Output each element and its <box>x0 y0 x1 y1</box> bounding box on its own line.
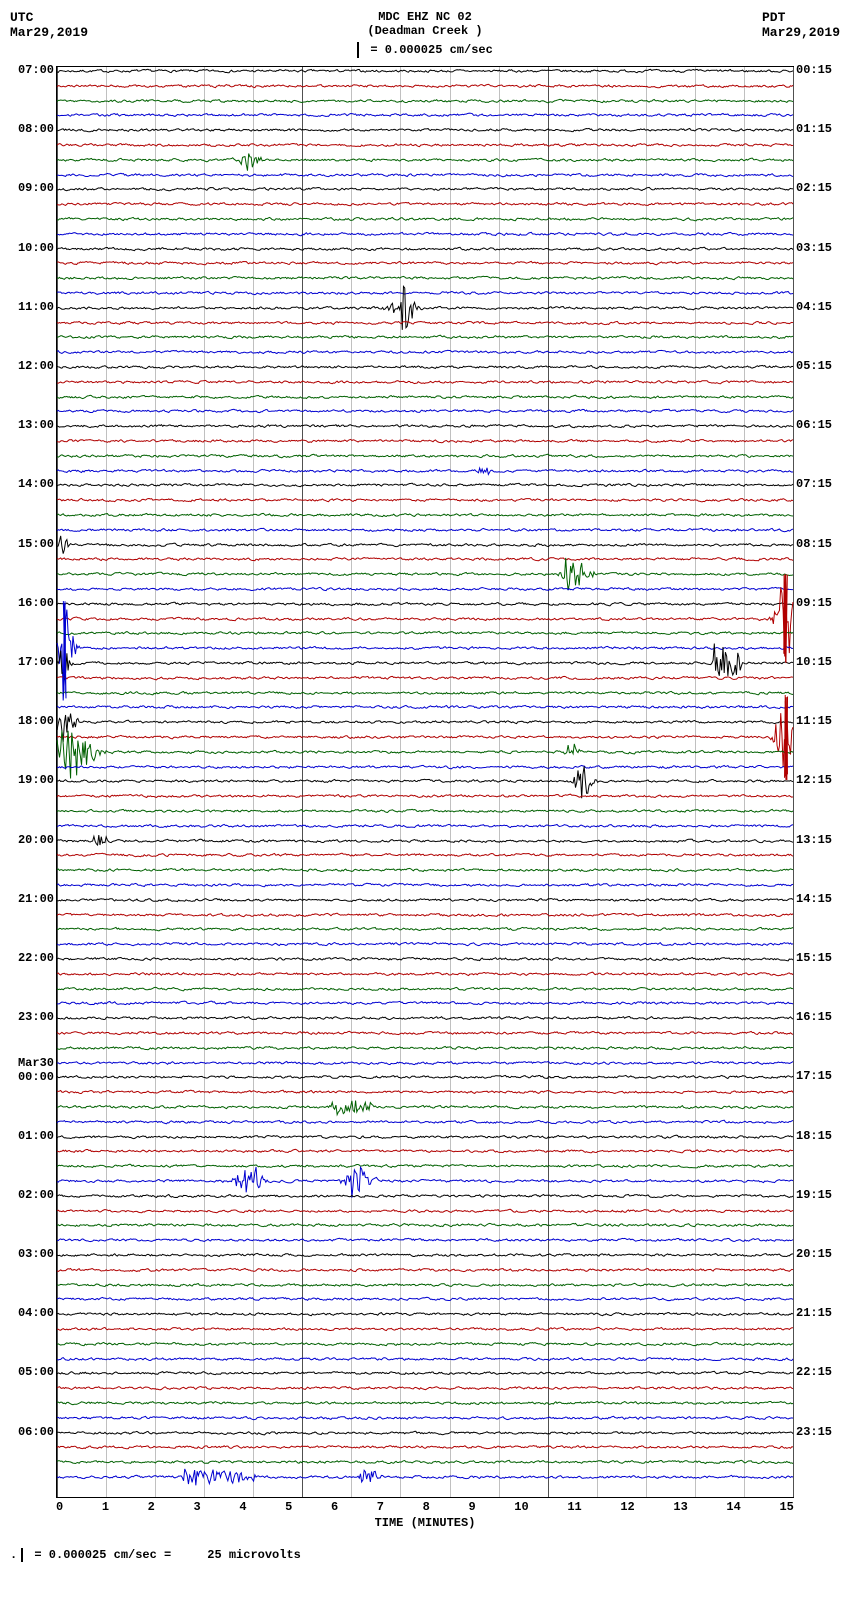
local-time-label: 22:15 <box>796 1365 832 1379</box>
seismic-trace <box>57 1447 793 1507</box>
right-time-axis: 00:15 01:15 02:15 03:15 04:15 05:15 06:15 07:15… <box>794 66 840 1496</box>
utc-time-label: 16:00 <box>18 596 54 610</box>
footer-text-right: 25 microvolts <box>207 1548 301 1562</box>
left-time-axis: 07:00 08:00 09:00 10:00 11:00 12:00 13:00 14:00… <box>10 66 56 1496</box>
utc-time-label: 20:00 <box>18 833 54 847</box>
local-time-label: 03:15 <box>796 241 832 255</box>
seismogram-plot <box>56 66 794 1498</box>
utc-time-label: 18:00 <box>18 714 54 728</box>
local-time-label: 16:15 <box>796 1010 832 1024</box>
utc-time-label: 01:00 <box>18 1129 54 1143</box>
x-axis-title: TIME (MINUTES) <box>10 1516 840 1530</box>
footer-tick-left: . <box>10 1548 17 1562</box>
left-date: Mar29,2019 <box>10 25 88 40</box>
local-time-label: 15:15 <box>796 951 832 965</box>
utc-time-label: 11:00 <box>18 300 54 314</box>
right-date: Mar29,2019 <box>762 25 840 40</box>
footer-text-left: = 0.000025 cm/sec = <box>34 1548 171 1562</box>
utc-time-label: 21:00 <box>18 892 54 906</box>
local-time-label: 05:15 <box>796 359 832 373</box>
local-time-label: 07:15 <box>796 477 832 491</box>
utc-time-label: 17:00 <box>18 655 54 669</box>
utc-time-label: 03:00 <box>18 1247 54 1261</box>
local-time-label: 19:15 <box>796 1188 832 1202</box>
local-time-label: 04:15 <box>796 300 832 314</box>
utc-time-label: 19:00 <box>18 773 54 787</box>
local-time-label: 17:15 <box>796 1069 832 1083</box>
local-time-label: 10:15 <box>796 655 832 669</box>
utc-time-label: 07:00 <box>18 63 54 77</box>
footer-scale: . = 0.000025 cm/sec = 25 microvolts <box>10 1548 840 1562</box>
utc-time-label: 14:00 <box>18 477 54 491</box>
utc-time-label: 06:00 <box>18 1425 54 1439</box>
right-timezone: PDT <box>762 10 840 25</box>
local-time-label: 02:15 <box>796 181 832 195</box>
local-time-label: 13:15 <box>796 833 832 847</box>
utc-time-label: 15:00 <box>18 537 54 551</box>
local-time-label: 00:15 <box>796 63 832 77</box>
local-time-label: 12:15 <box>796 773 832 787</box>
local-time-label: 14:15 <box>796 892 832 906</box>
local-time-label: 11:15 <box>796 714 832 728</box>
utc-time-label: Mar3000:00 <box>18 1056 54 1084</box>
station-id: MDC EHZ NC 02 <box>357 10 493 24</box>
utc-time-label: 10:00 <box>18 241 54 255</box>
local-time-label: 09:15 <box>796 596 832 610</box>
utc-time-label: 04:00 <box>18 1306 54 1320</box>
station-name: (Deadman Creek ) <box>357 24 493 38</box>
footer-bar-icon <box>21 1548 23 1562</box>
utc-time-label: 13:00 <box>18 418 54 432</box>
utc-time-label: 12:00 <box>18 359 54 373</box>
local-time-label: 23:15 <box>796 1425 832 1439</box>
utc-time-label: 05:00 <box>18 1365 54 1379</box>
utc-time-label: 02:00 <box>18 1188 54 1202</box>
utc-time-label: 09:00 <box>18 181 54 195</box>
utc-time-label: 23:00 <box>18 1010 54 1024</box>
local-time-label: 06:15 <box>796 418 832 432</box>
local-time-label: 18:15 <box>796 1129 832 1143</box>
local-time-label: 01:15 <box>796 122 832 136</box>
local-time-label: 08:15 <box>796 537 832 551</box>
utc-time-label: 08:00 <box>18 122 54 136</box>
local-time-label: 20:15 <box>796 1247 832 1261</box>
seismic-event-spike <box>57 687 793 786</box>
utc-time-label: 22:00 <box>18 951 54 965</box>
local-time-label: 21:15 <box>796 1306 832 1320</box>
header-left: UTC Mar29,2019 <box>10 10 88 40</box>
header-right: PDT Mar29,2019 <box>762 10 840 40</box>
left-timezone: UTC <box>10 10 88 25</box>
